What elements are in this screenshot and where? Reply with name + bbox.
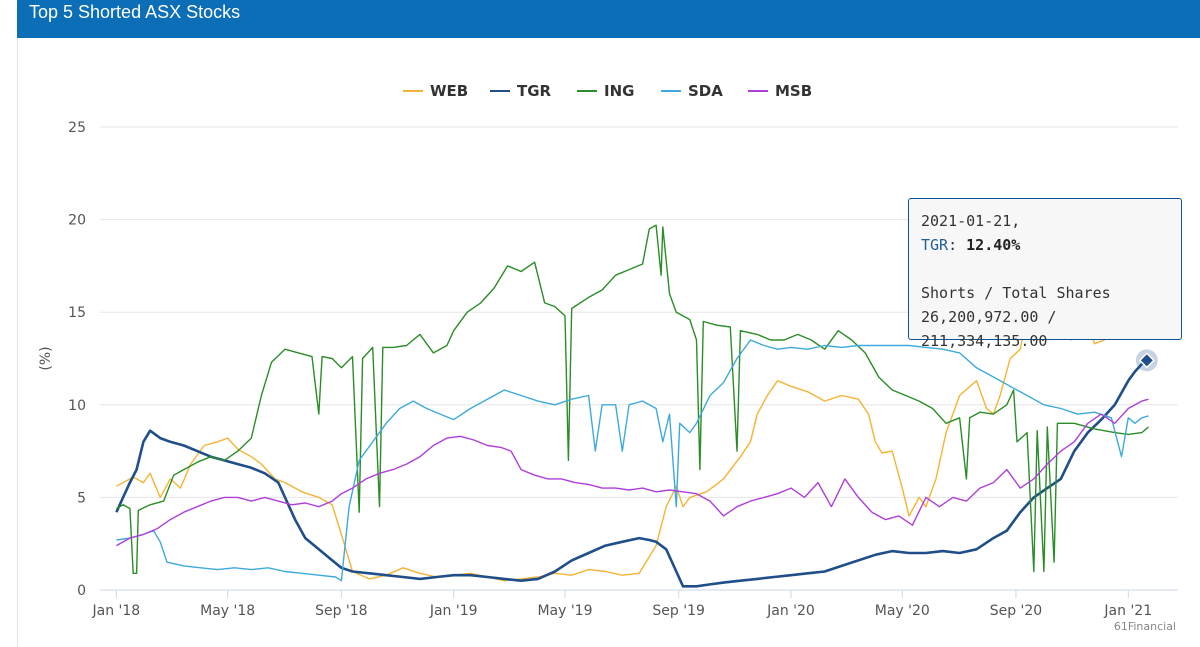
series-line-ing bbox=[116, 224, 1149, 574]
tooltip-colon: : bbox=[948, 236, 958, 254]
x-tick-label: Jan '19 bbox=[429, 603, 478, 619]
header-bar: Top 5 Shorted ASX Stocks bbox=[17, 0, 1200, 38]
highlight-marker bbox=[1138, 352, 1155, 369]
legend-label-ing: ING bbox=[604, 82, 634, 100]
series-line-web bbox=[116, 255, 1105, 582]
legend-label-web: WEB bbox=[430, 82, 468, 100]
x-tick-label: May '19 bbox=[537, 603, 592, 619]
y-tick-label: 5 bbox=[77, 490, 86, 506]
legend-label-sda: SDA bbox=[688, 82, 723, 100]
credit-label[interactable]: 61Financial bbox=[1113, 620, 1176, 633]
tooltip-date: 2021-01-21, bbox=[921, 212, 1021, 230]
tooltip-metric-label: Shorts / Total Shares bbox=[921, 284, 1111, 302]
y-axis-label: (%) bbox=[38, 346, 54, 370]
x-tick-label: May '20 bbox=[875, 603, 930, 619]
y-tick-label: 15 bbox=[68, 305, 86, 321]
x-tick-label: Jan '21 bbox=[1103, 603, 1152, 619]
tooltip-value-row: TGR: 12.40% bbox=[921, 233, 1169, 257]
tooltip-value: 12.40% bbox=[966, 236, 1021, 254]
x-tick-label: Jan '18 bbox=[92, 603, 141, 619]
legend-label-msb: MSB bbox=[775, 82, 812, 100]
y-tick-label: 20 bbox=[68, 213, 86, 229]
y-tick-label: 0 bbox=[77, 583, 86, 599]
series-line-sda bbox=[116, 339, 1149, 582]
x-tick-label: Jan '20 bbox=[766, 603, 815, 619]
tooltip-series-name: TGR bbox=[921, 236, 949, 254]
series-line-tgr bbox=[115, 359, 1148, 588]
x-tick-label: Sep '19 bbox=[652, 603, 705, 619]
x-tick-label: Sep '20 bbox=[990, 603, 1043, 619]
page-title: Top 5 Shorted ASX Stocks bbox=[29, 2, 241, 22]
tooltip-metric-value: 26,200,972.00 / 211,334,135.00 bbox=[921, 308, 1057, 350]
series-line-msb bbox=[116, 398, 1149, 547]
x-tick-label: May '18 bbox=[200, 603, 255, 619]
legend-label-tgr: TGR bbox=[517, 82, 552, 100]
x-tick-label: Sep '18 bbox=[315, 603, 368, 619]
tooltip: 2021-01-21, TGR: 12.40% Shorts / Total S… bbox=[908, 198, 1182, 350]
y-tick-label: 10 bbox=[68, 398, 86, 414]
y-tick-label: 25 bbox=[68, 120, 86, 136]
